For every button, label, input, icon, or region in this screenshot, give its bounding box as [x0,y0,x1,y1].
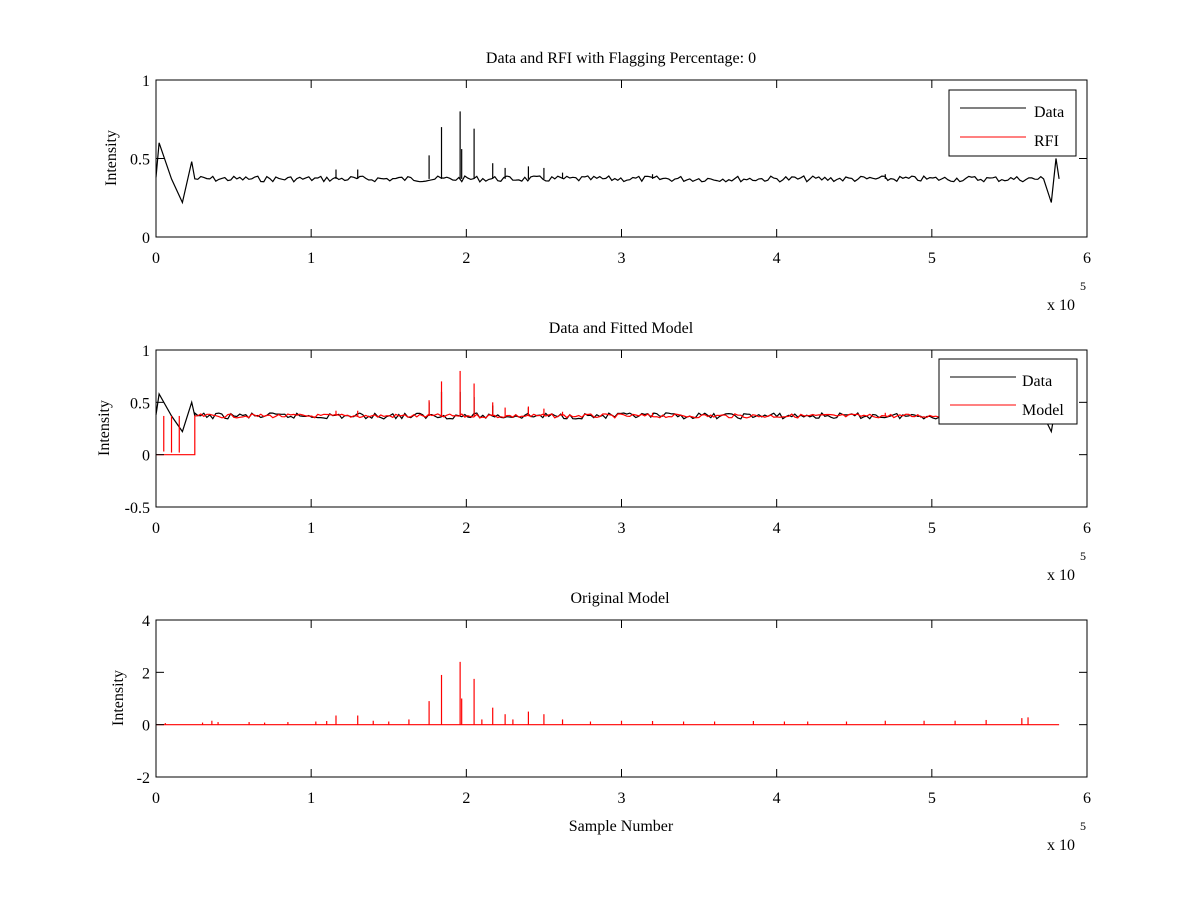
panel-2-xtick-label: 4 [773,520,781,537]
panel-3-ytick-label: 2 [142,665,150,682]
panel-1-ytick-label: 0 [142,230,150,247]
panel-1-series-data-line [155,142,1060,205]
panel-1-xtick-label: 5 [928,250,936,267]
panel-2-xtick-label: 0 [152,520,160,537]
panel-1-ticks: 0 1 2 3 4 5 6 0 0.5 1 [130,73,1091,267]
panel-1-series [155,111,1060,205]
panel-2-x-multiplier: x 10 [1047,567,1075,584]
panel-3-title: Original Model [570,590,670,607]
panel-1-legend-box [948,89,1077,157]
panel-2-xtick-label: 3 [618,520,626,537]
panel-1-xtick-label: 1 [307,250,315,267]
panel-1-xtick-label: 4 [773,250,781,267]
panel-2-x-exponent: 5 [1080,549,1086,563]
panel-1-title: Data and RFI with Flagging Percentage: 0 [486,50,756,67]
panel-2-series-data-line [155,392,1060,434]
panel-2-legend-model-label: Model [1022,402,1064,419]
panel-2-legend-data-label: Data [1022,373,1052,390]
panel-1-ytick-label: 0.5 [130,152,150,169]
panel-3-xlabel: Sample Number [569,818,674,835]
panel-2-ytick-label: 0.5 [130,395,150,412]
panel-2-ytick-label: 1 [142,343,150,360]
panel-3-ylabel: Intensity [110,670,127,726]
panel-1-ytick-label: 1 [142,73,150,90]
panel-1: Data and RFI with Flagging Percentage: 0… [103,50,1091,314]
panel-3-x-exponent: 5 [1080,819,1086,833]
panel-1-xtick-label: 6 [1083,250,1091,267]
panel-1-xtick-label: 0 [152,250,160,267]
panel-1-legend-rfi-label: RFI [1034,133,1059,150]
panel-2-legend-box [938,358,1078,425]
panel-3-xtick-label: 6 [1083,790,1091,807]
panel-3-series [156,661,1060,726]
panel-3-xtick-label: 5 [928,790,936,807]
panel-2-ytick-label: -0.5 [125,500,150,517]
panel-1-legend: Data RFI [948,89,1077,157]
panel-1-legend-data-label: Data [1034,104,1064,121]
panel-3-ytick-label: 0 [142,718,150,735]
panel-3-ytick-label: 4 [142,613,150,630]
panel-2-ytick-label: 0 [142,448,150,465]
panel-2-ticks: 0 1 2 3 4 5 6-0.500.51 [125,343,1091,537]
panel-1-xtick-label: 3 [618,250,626,267]
panel-2-xtick-label: 6 [1083,520,1091,537]
panel-3-xtick-label: 3 [618,790,626,807]
panel-3-xtick-label: 0 [152,790,160,807]
panel-2-xtick-label: 5 [928,520,936,537]
panel-2-ylabel: Intensity [96,400,113,456]
panel-2-title: Data and Fitted Model [549,320,694,337]
panel-3-x-multiplier: x 10 [1047,837,1075,854]
panel-1-x-multiplier: x 10 [1047,297,1075,314]
panel-2: Data and Fitted Model Intensity 0 1 2 3 4 5 6 -… [96,320,1091,584]
panel-2-legend: Data Model [938,358,1078,425]
panel-3-xtick-label: 2 [462,790,470,807]
panel-3-ytick-label: -2 [137,770,150,787]
panel-2-series-model-line [156,413,1059,456]
panel-1-x-exponent: 5 [1080,279,1086,293]
panel-3-xtick-label: 4 [773,790,781,807]
panel-2-xtick-label: 2 [462,520,470,537]
panel-1-xtick-label: 2 [462,250,470,267]
panel-2-xtick-label: 1 [307,520,315,537]
panel-2-series [155,370,1060,456]
panel-3-xtick-label: 1 [307,790,315,807]
panel-1-ylabel: Intensity [103,130,120,186]
